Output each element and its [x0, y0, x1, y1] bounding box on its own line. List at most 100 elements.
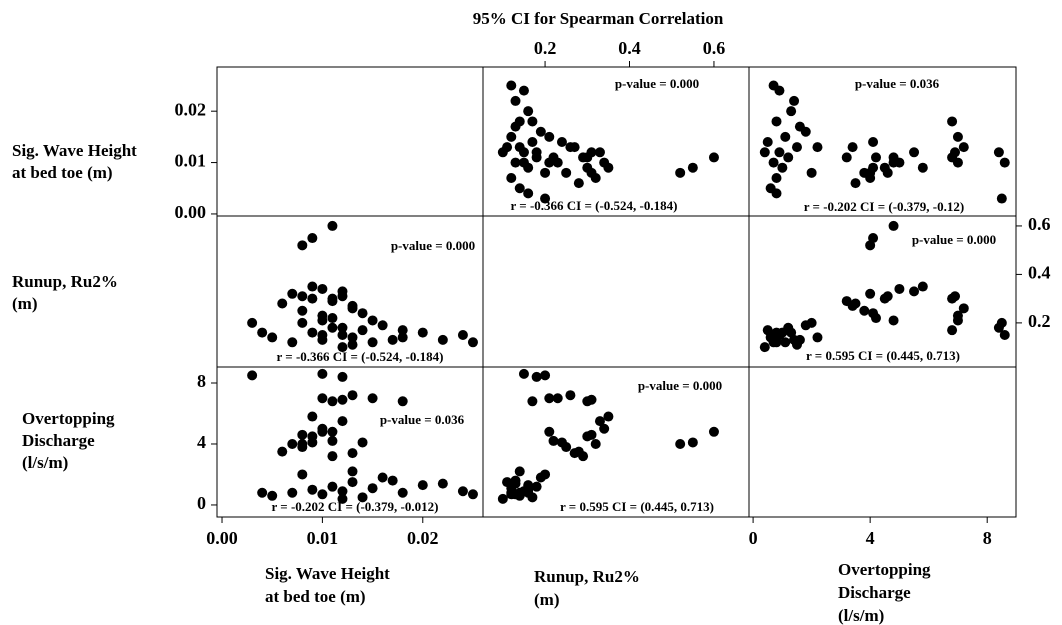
point: [317, 426, 328, 437]
point: [847, 142, 858, 153]
point: [544, 426, 555, 437]
point: [552, 157, 563, 168]
point: [327, 313, 338, 324]
x-tick-label: 0: [749, 528, 758, 548]
point: [337, 291, 348, 302]
point: [327, 426, 338, 437]
point: [347, 477, 358, 488]
point: [287, 288, 298, 299]
x-tick-label: 8: [983, 528, 992, 548]
point: [540, 167, 551, 178]
point: [868, 233, 879, 244]
point: [367, 315, 378, 326]
point: [337, 330, 348, 341]
point: [771, 116, 782, 127]
point: [247, 370, 258, 381]
column-label: at bed toe (m): [265, 587, 366, 606]
point: [307, 437, 318, 448]
point: [317, 330, 328, 341]
point: [958, 142, 969, 153]
point: [548, 435, 559, 446]
point: [687, 162, 698, 173]
point: [806, 317, 817, 328]
point: [868, 308, 879, 319]
point: [327, 220, 338, 231]
point: [909, 147, 920, 158]
point: [337, 493, 348, 504]
point: [794, 334, 805, 345]
point: [993, 322, 1004, 333]
point: [789, 95, 800, 106]
point: [531, 481, 542, 492]
point: [888, 220, 899, 231]
row-label: Runup, Ru2%: [12, 272, 118, 291]
point: [377, 472, 388, 483]
point: [307, 327, 318, 338]
row-label: (m): [12, 294, 37, 313]
correlation-label: r = -0.202 CI = (-0.379, -0.012): [272, 499, 439, 514]
point: [506, 489, 517, 500]
column-label: Runup, Ru2%: [534, 567, 640, 586]
point: [497, 493, 508, 504]
point: [337, 416, 348, 427]
point: [307, 484, 318, 495]
y-tick-label: 0.6: [1028, 214, 1051, 234]
plot-frame: [216, 66, 1017, 518]
point: [267, 332, 278, 343]
point: [708, 426, 719, 437]
chart-title: 95% CI for Spearman Correlation: [473, 9, 724, 28]
point: [397, 487, 408, 498]
point: [357, 492, 368, 503]
point: [958, 303, 969, 314]
point: [327, 396, 338, 407]
point: [599, 423, 610, 434]
point: [780, 131, 791, 142]
point: [578, 451, 589, 462]
point: [544, 393, 555, 404]
point: [527, 137, 538, 148]
point: [859, 305, 870, 316]
point: [565, 142, 576, 153]
point: [497, 147, 508, 158]
column-label: (l/s/m): [838, 606, 884, 625]
point: [768, 80, 779, 91]
point: [297, 429, 308, 440]
point: [514, 142, 525, 153]
x-tick-label: 0.4: [618, 38, 641, 58]
x-tick-label: 0.00: [206, 528, 238, 548]
point: [277, 446, 288, 457]
point: [297, 291, 308, 302]
point: [417, 480, 428, 491]
point: [523, 106, 534, 117]
point: [510, 475, 521, 486]
point: [510, 121, 521, 132]
p-value-label: p-value = 0.000: [391, 238, 475, 253]
point: [297, 317, 308, 328]
x-tick-label: 4: [866, 528, 875, 548]
point: [540, 469, 551, 480]
point: [387, 334, 398, 345]
point: [437, 334, 448, 345]
point: [561, 167, 572, 178]
point: [437, 478, 448, 489]
point: [675, 167, 686, 178]
point: [947, 116, 958, 127]
correlation-label: r = 0.595 CI = (0.445, 0.713): [560, 499, 714, 514]
point: [565, 390, 576, 401]
point: [467, 337, 478, 348]
point: [762, 325, 773, 336]
point: [257, 327, 268, 338]
point: [909, 286, 920, 297]
point: [327, 481, 338, 492]
point: [510, 95, 521, 106]
column-label: Sig. Wave Height: [265, 564, 390, 583]
point: [417, 327, 428, 338]
row-label: Overtopping: [22, 409, 115, 428]
point: [337, 342, 348, 353]
point: [806, 167, 817, 178]
point: [347, 339, 358, 350]
point: [317, 283, 328, 294]
point: [759, 342, 770, 353]
point: [594, 416, 605, 427]
point: [327, 293, 338, 304]
